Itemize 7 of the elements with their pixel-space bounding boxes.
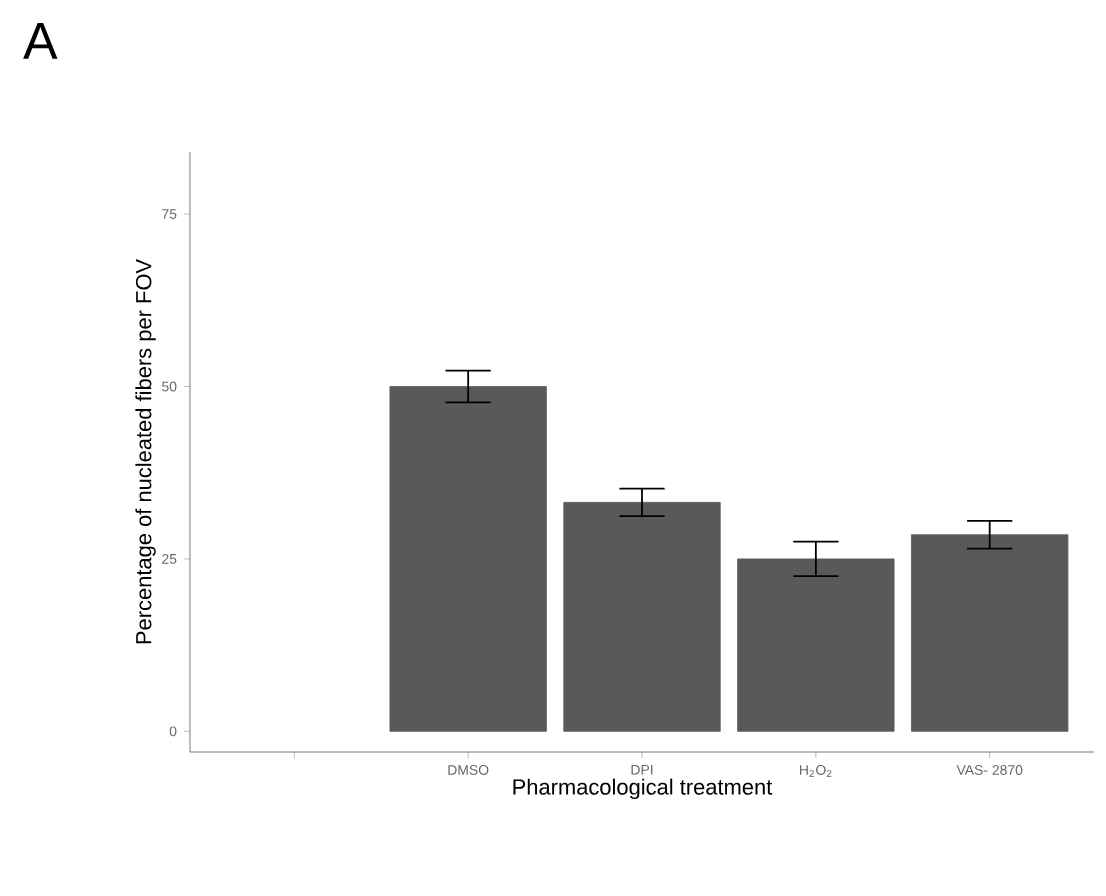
bar bbox=[389, 386, 547, 732]
bar bbox=[737, 558, 895, 732]
x-axis-title: Pharmacological treatment bbox=[513, 778, 773, 800]
y-axis-title: Percentage of nucleated fibers per FOV bbox=[135, 259, 156, 644]
bar bbox=[911, 534, 1069, 732]
bar bbox=[563, 501, 721, 732]
chart-title: A bbox=[23, 23, 58, 59]
